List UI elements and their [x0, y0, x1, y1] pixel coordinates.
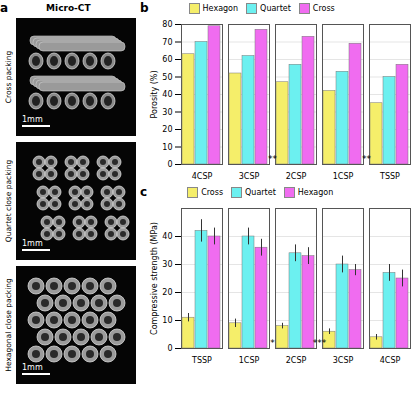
- html-text:Quartet: Quartet: [245, 187, 276, 197]
- svg-text:Cross packing: Cross packing: [4, 51, 13, 104]
- svg-text:1CSP: 1CSP: [333, 172, 354, 181]
- svg-text:Quartet close packing: Quartet close packing: [4, 160, 13, 243]
- svg-text:40: 40: [162, 90, 172, 99]
- svg-text:4CSP: 4CSP: [380, 356, 401, 365]
- html-text:Hexagon: Hexagon: [202, 3, 239, 13]
- html-text:Cross: Cross: [201, 187, 224, 197]
- svg-text:Porosity (%): Porosity (%): [150, 70, 159, 118]
- svg-text:4CSP: 4CSP: [192, 172, 213, 181]
- html-text:Hexagon: Hexagon: [297, 187, 334, 197]
- svg-text:1mm: 1mm: [22, 115, 43, 124]
- svg-text:TSSP: TSSP: [191, 356, 212, 365]
- svg-text:***: ***: [313, 338, 327, 348]
- svg-text:20: 20: [162, 125, 172, 134]
- html-text:Micro-CT: Micro-CT: [46, 3, 91, 13]
- html-text:Cross: Cross: [312, 3, 335, 13]
- svg-text:10: 10: [162, 316, 172, 325]
- svg-text:10: 10: [162, 143, 172, 152]
- svg-text:Hexagonal close packing: Hexagonal close packing: [4, 278, 13, 372]
- svg-text:*: *: [270, 338, 275, 348]
- svg-text:TSSP: TSSP: [379, 172, 400, 181]
- svg-text:40: 40: [162, 232, 172, 241]
- svg-text:30: 30: [162, 108, 172, 117]
- svg-text:Compressive strength (MPa): Compressive strength (MPa): [150, 222, 159, 335]
- svg-text:80: 80: [162, 20, 172, 29]
- svg-text:**: **: [362, 154, 372, 164]
- svg-text:0: 0: [167, 344, 172, 353]
- svg-text:20: 20: [162, 288, 172, 297]
- html-text:c: c: [140, 185, 148, 199]
- svg-text:60: 60: [162, 55, 172, 64]
- svg-text:50: 50: [162, 73, 172, 82]
- svg-text:3CSP: 3CSP: [333, 356, 354, 365]
- html-text:b: b: [140, 1, 149, 15]
- svg-text:**: **: [268, 154, 278, 164]
- svg-text:30: 30: [162, 260, 172, 269]
- svg-text:1mm: 1mm: [22, 363, 43, 372]
- svg-text:2CSP: 2CSP: [286, 172, 307, 181]
- svg-text:3CSP: 3CSP: [239, 172, 260, 181]
- svg-text:1mm: 1mm: [22, 239, 43, 248]
- svg-text:2CSP: 2CSP: [286, 356, 307, 365]
- svg-text:0: 0: [167, 160, 172, 169]
- svg-text:70: 70: [162, 38, 172, 47]
- html-text:Quartet: Quartet: [260, 3, 291, 13]
- svg-text:1CSP: 1CSP: [239, 356, 260, 365]
- html-text:a: a: [0, 1, 9, 15]
